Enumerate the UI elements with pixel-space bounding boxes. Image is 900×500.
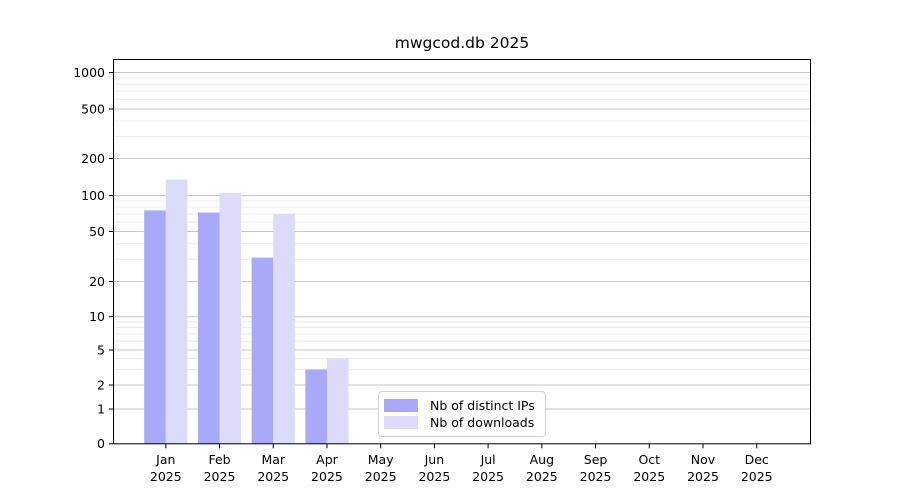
x-axis-year-label: 2025 [687,469,719,484]
x-axis-month-label: Sep [584,452,608,467]
x-axis-month-label: Jul [480,452,496,467]
legend-label-downloads: Nb of downloads [430,415,535,430]
x-axis-month-label: Jun [424,452,445,467]
y-axis-tick-label: 1 [97,401,105,416]
x-axis-year-label: 2025 [365,469,397,484]
x-axis-year-label: 2025 [311,469,343,484]
x-axis-month-label: Mar [261,452,285,467]
x-axis-month-label: May [368,452,394,467]
x-axis-year-label: 2025 [418,469,450,484]
x-axis-month-label: Jan [155,452,175,467]
chart-title: mwgcod.db 2025 [394,34,530,52]
x-axis-month-label: Dec [745,452,769,467]
x-axis-year-label: 2025 [633,469,665,484]
x-axis-year-label: 2025 [150,469,182,484]
x-axis-year-label: 2025 [472,469,504,484]
y-axis-tick-label: 500 [81,101,105,116]
y-axis-tick-label: 20 [89,274,105,289]
x-axis-year-label: 2025 [204,469,236,484]
x-axis-year-label: 2025 [526,469,558,484]
bar-distinct-ips [251,257,274,444]
y-axis-tick-label: 200 [81,151,105,166]
bar-distinct-ips [144,210,166,444]
legend-item-downloads: Nb of downloads [384,414,539,431]
y-axis-tick-label: 100 [81,188,105,203]
bar-downloads [165,179,188,444]
x-axis-year-label: 2025 [741,469,773,484]
x-axis-month-label: Aug [530,452,554,467]
legend-label-distinct-ips: Nb of distinct IPs [430,398,535,413]
bar-distinct-ips [305,369,327,444]
legend-swatch-downloads [384,416,418,429]
legend-item-distinct-ips: Nb of distinct IPs [384,397,539,414]
bar-distinct-ips [197,212,220,444]
bar-downloads [326,358,349,444]
bar-downloads [273,214,295,444]
legend: Nb of distinct IPs Nb of downloads [378,391,546,437]
y-axis-tick-label: 50 [89,224,105,239]
legend-swatch-distinct-ips [384,399,418,412]
y-axis-tick-label: 10 [89,309,105,324]
y-axis-tick-label: 2 [97,377,105,392]
y-axis-tick-label: 1000 [73,65,105,80]
x-axis-year-label: 2025 [257,469,289,484]
x-axis-month-label: Apr [316,452,338,467]
y-axis-tick-label: 0 [97,436,105,451]
x-axis-year-label: 2025 [580,469,612,484]
y-axis-tick-label: 5 [97,342,105,357]
x-axis-month-label: Oct [638,452,660,467]
bar-downloads [219,192,242,444]
x-axis-month-label: Feb [208,452,230,467]
x-axis-month-label: Nov [691,452,716,467]
plot-border [113,59,811,445]
